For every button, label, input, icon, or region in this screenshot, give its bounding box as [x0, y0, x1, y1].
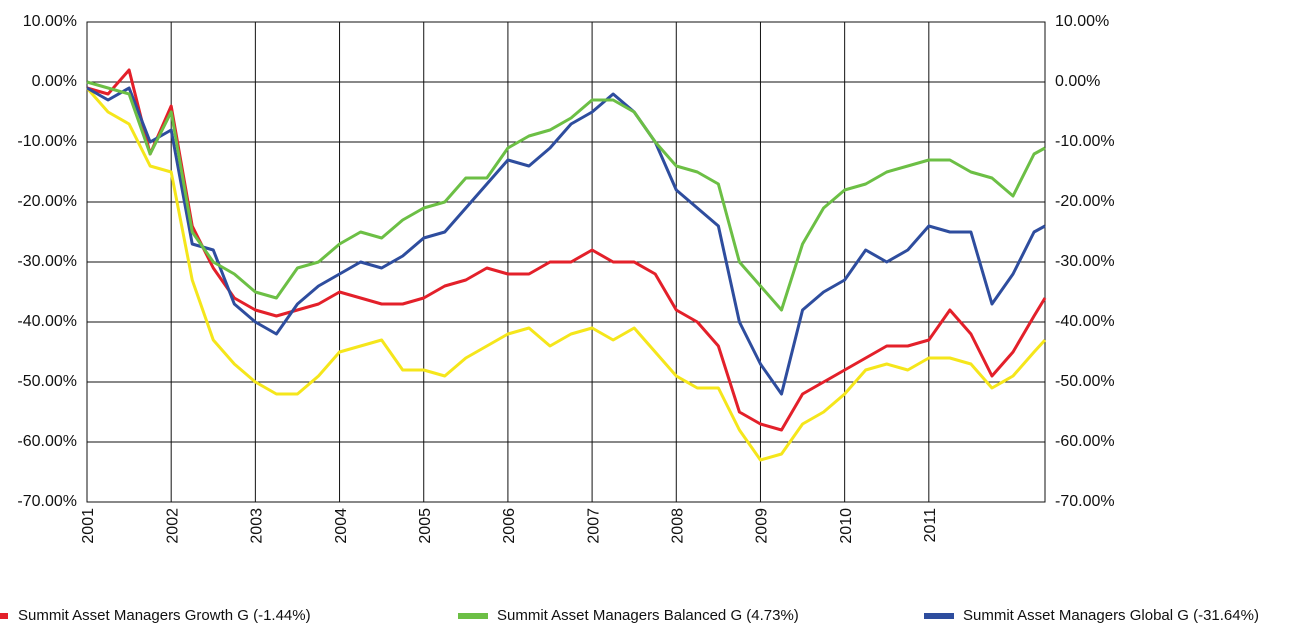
y-tick-label: -20.00%: [17, 193, 77, 210]
x-tick-label: 2008: [669, 508, 686, 544]
legend-label: Summit Asset Managers Global G (-31.64%): [963, 607, 1259, 624]
y-tick-label: -40.00%: [17, 313, 77, 330]
x-tick-label: 2009: [754, 508, 771, 544]
series-line: [86, 68, 1047, 432]
legend-swatch: [924, 613, 954, 619]
series-line: [86, 80, 1046, 312]
x-tick-label: 2005: [417, 508, 434, 544]
y-tick-label: -70.00%: [17, 493, 77, 510]
y2-tick-label: -50.00%: [1055, 373, 1115, 390]
y2-tick-label: -40.00%: [1055, 313, 1115, 330]
x-tick-label: 2007: [585, 508, 602, 544]
x-tick-label: 2002: [164, 508, 181, 544]
x-tick-label: 2006: [501, 508, 518, 544]
y2-tick-label: -60.00%: [1055, 433, 1115, 450]
series-line: [85, 87, 1047, 462]
y2-tick-label: -70.00%: [1055, 493, 1115, 510]
y-tick-label: 0.00%: [32, 73, 77, 90]
plot-frame: [86, 21, 1046, 503]
y2-tick-label: -30.00%: [1055, 253, 1115, 270]
series-line: [86, 86, 1046, 396]
y-tick-label: -10.00%: [17, 133, 77, 150]
x-tick-label: 2004: [333, 508, 350, 544]
y-tick-label: 10.00%: [23, 13, 77, 30]
y-tick-label: -30.00%: [17, 253, 77, 270]
y2-tick-label: 10.00%: [1055, 13, 1109, 30]
x-tick-label: 2001: [80, 508, 97, 544]
legend-label: Summit Asset Managers Growth G (-1.44%): [18, 607, 311, 624]
y2-tick-label: -10.00%: [1055, 133, 1115, 150]
y2-tick-label: -20.00%: [1055, 193, 1115, 210]
x-tick-label: 2010: [838, 508, 855, 544]
legend-swatch: [458, 613, 488, 619]
x-tick-label: 2003: [249, 508, 266, 544]
legend-label: Summit Asset Managers Balanced G (4.73%): [497, 607, 799, 624]
legend-swatch: [0, 613, 8, 619]
x-tick-label: 2011: [922, 508, 939, 543]
y-tick-label: -60.00%: [17, 433, 77, 450]
y2-tick-label: 0.00%: [1055, 73, 1100, 90]
y-tick-label: -50.00%: [17, 373, 77, 390]
